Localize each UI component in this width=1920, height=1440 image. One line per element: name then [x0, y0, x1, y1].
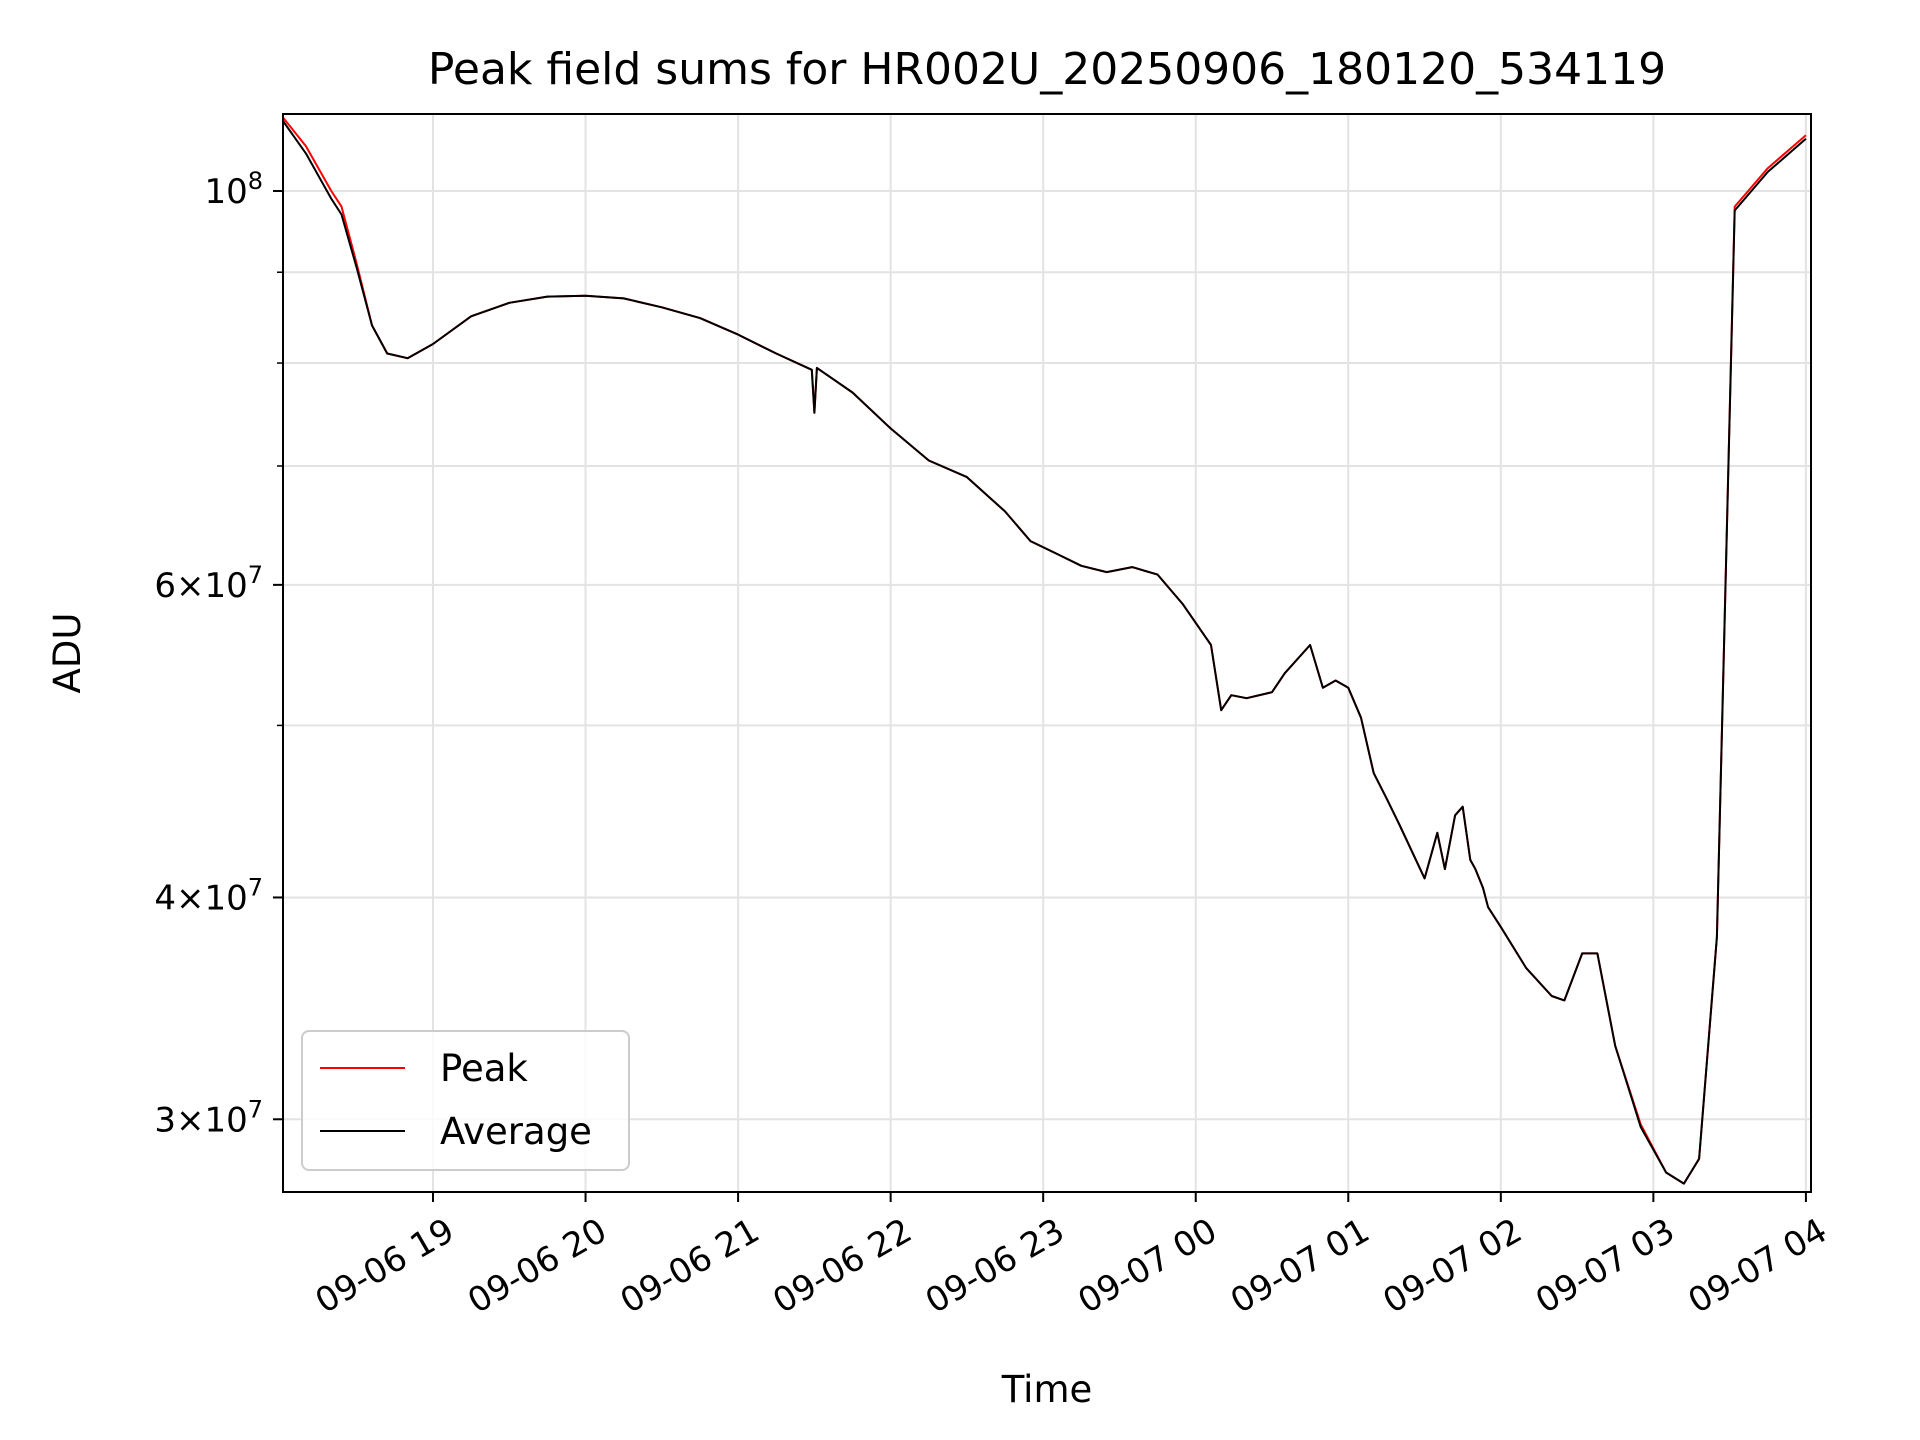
y-tick-label: 108: [204, 167, 263, 212]
series-layer: [282, 116, 1807, 1185]
y-tick-label: 3×107: [154, 1095, 263, 1140]
legend: Peak Average: [301, 1030, 630, 1171]
x-axis-label: Time: [1001, 1368, 1093, 1411]
chart-title: Peak field sums for HR002U_20250906_1801…: [428, 44, 1666, 95]
legend-box: [301, 1030, 630, 1171]
plot-frame: [282, 113, 1812, 1193]
legend-label-average: Average: [440, 1110, 592, 1153]
y-tick-label: 4×107: [154, 873, 263, 918]
y-tick-label: 6×107: [154, 561, 263, 606]
legend-label-peak: Peak: [440, 1047, 528, 1090]
series-line-average: [282, 120, 1807, 1185]
y-axis: 3×107 4×107 6×107 108: [154, 167, 283, 1140]
y-axis-label: ADU: [46, 613, 89, 694]
